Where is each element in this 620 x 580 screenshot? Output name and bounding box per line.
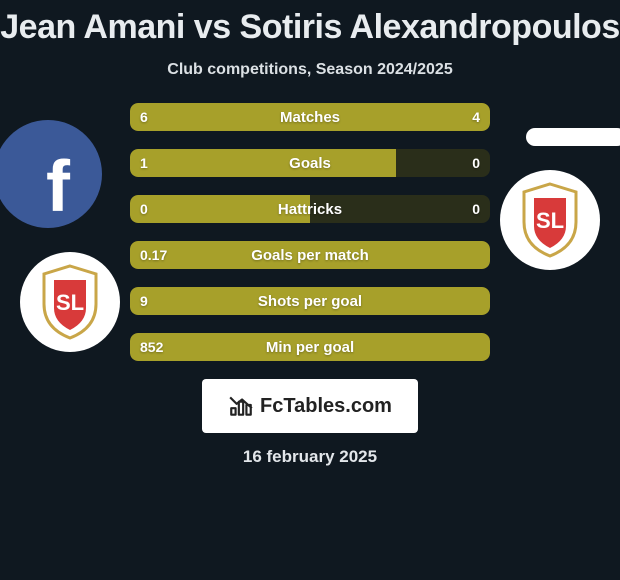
stat-row: 9Shots per goal: [130, 287, 490, 315]
shield-icon: SL: [520, 182, 580, 258]
bar-fill-right: [346, 103, 490, 131]
svg-text:SL: SL: [536, 208, 564, 233]
stat-row: 852Min per goal: [130, 333, 490, 361]
subtitle: Club competitions, Season 2024/2025: [0, 61, 620, 79]
player2-avatar: [526, 128, 620, 146]
page-title: Jean Amani vs Sotiris Alexandropoulos: [0, 0, 620, 47]
bar-fill-left: [130, 103, 346, 131]
bar-fill: [130, 333, 490, 361]
date-text: 16 february 2025: [0, 447, 620, 467]
stat-row: 64Matches: [130, 103, 490, 131]
stat-row: 00Hattricks: [130, 195, 490, 223]
bar-fill: [130, 241, 490, 269]
shield-icon: SL: [40, 264, 100, 340]
brand-badge: FcTables.com: [202, 379, 418, 433]
chart-icon: [228, 393, 254, 419]
stat-row: 10Goals: [130, 149, 490, 177]
stat-row: 0.17Goals per match: [130, 241, 490, 269]
stat-value-right: 0: [472, 195, 480, 223]
brand-text: FcTables.com: [260, 395, 392, 418]
bar-fill: [130, 195, 310, 223]
facebook-icon: f: [46, 146, 70, 228]
bar-fill: [130, 287, 490, 315]
player2-club-crest: SL: [500, 170, 600, 270]
bar-fill: [130, 149, 396, 177]
svg-text:SL: SL: [56, 290, 84, 315]
stats-container: 64Matches 10Goals 00Hattricks 0.17Goals per…: [130, 103, 490, 361]
player1-club-crest: SL: [20, 252, 120, 352]
stat-value-right: 0: [472, 149, 480, 177]
